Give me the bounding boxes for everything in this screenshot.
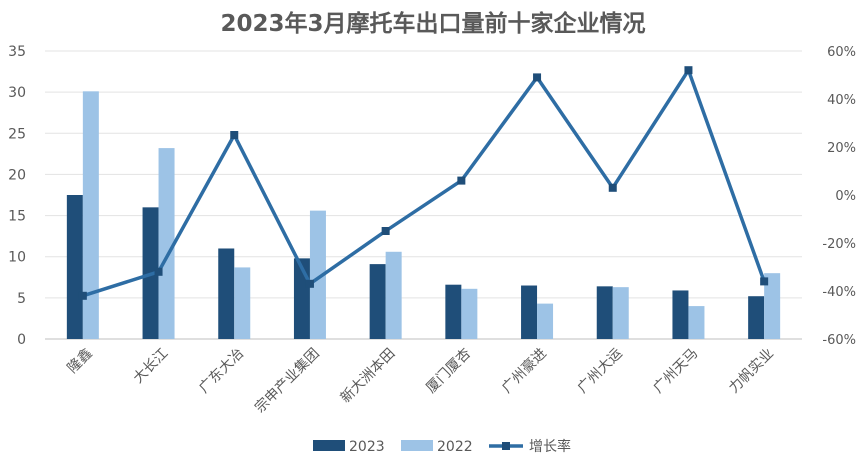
bar-2022 bbox=[688, 306, 705, 339]
line-marker bbox=[305, 279, 314, 288]
x-tick-label: 广东大冶 bbox=[196, 346, 247, 397]
y-left-tick-label: 0 bbox=[17, 332, 26, 348]
bar-2022 bbox=[461, 288, 478, 339]
y-right-tick-label: -60% bbox=[822, 333, 856, 348]
y-right-tick-label: -40% bbox=[822, 285, 856, 300]
y-right-tick-label: 60% bbox=[827, 45, 856, 60]
line-marker bbox=[154, 267, 163, 276]
bar-2023 bbox=[672, 290, 689, 339]
line-marker bbox=[684, 66, 693, 75]
y-left-tick-label: 25 bbox=[8, 126, 26, 142]
x-tick-label: 广州大运 bbox=[575, 346, 626, 397]
x-tick-label: 厦门厦杏 bbox=[423, 346, 474, 397]
x-tick-label: 隆鑫 bbox=[64, 345, 96, 377]
y-right-tick-label: -20% bbox=[822, 237, 856, 252]
bar-2023 bbox=[66, 195, 83, 339]
y-left-tick-label: 5 bbox=[17, 291, 26, 307]
y-left-tick-label: 20 bbox=[8, 167, 26, 183]
x-tick-label: 大长江 bbox=[130, 346, 171, 387]
bar-2023 bbox=[369, 264, 386, 339]
y-left-tick-label: 35 bbox=[8, 44, 26, 60]
y-right-tick-label: 40% bbox=[827, 93, 856, 108]
line-marker bbox=[457, 176, 466, 185]
legend-marker bbox=[502, 442, 510, 450]
bar-2022 bbox=[82, 91, 99, 339]
x-tick-label: 力帆实业 bbox=[726, 346, 777, 397]
chart-title: 2023年3月摩托车出口量前十家企业情况 bbox=[220, 11, 646, 37]
y-left-tick-label: 15 bbox=[8, 209, 26, 225]
bar-2022 bbox=[612, 287, 629, 339]
line-marker bbox=[78, 291, 87, 300]
bar-2022 bbox=[385, 251, 402, 339]
legend-label: 2022 bbox=[437, 439, 473, 455]
x-tick-label: 广州豪进 bbox=[499, 346, 550, 397]
x-tick-label: 宗申产业集团 bbox=[251, 345, 322, 416]
legend-label: 2023 bbox=[349, 439, 385, 455]
legend-swatch-2022 bbox=[401, 440, 433, 451]
line-marker bbox=[381, 227, 390, 235]
x-tick-label: 新大洲本田 bbox=[338, 346, 399, 407]
y-right-tick-label: 20% bbox=[827, 141, 856, 156]
legend-swatch-2023 bbox=[313, 440, 345, 451]
y-left-tick-label: 30 bbox=[8, 85, 26, 101]
y-right-tick-label: 0% bbox=[835, 189, 856, 204]
y-left-tick-label: 10 bbox=[8, 250, 26, 266]
legend-label: 增长率 bbox=[529, 438, 571, 455]
series-line-增长率 bbox=[82, 68, 766, 298]
bar-2023 bbox=[748, 296, 765, 339]
bar-2023 bbox=[521, 285, 538, 339]
bar-2022 bbox=[309, 210, 326, 339]
line-marker bbox=[608, 183, 617, 192]
bar-2023 bbox=[218, 248, 235, 339]
bar-2022 bbox=[158, 148, 175, 339]
bar-2023 bbox=[596, 286, 613, 339]
line-marker bbox=[760, 277, 769, 286]
bar-2023 bbox=[445, 284, 462, 339]
bar-2022 bbox=[537, 303, 554, 339]
bar-2022 bbox=[234, 267, 251, 339]
line-marker bbox=[533, 73, 542, 82]
line-marker bbox=[230, 131, 239, 139]
x-tick-label: 广州天马 bbox=[650, 346, 701, 397]
bar-2022 bbox=[764, 273, 781, 339]
